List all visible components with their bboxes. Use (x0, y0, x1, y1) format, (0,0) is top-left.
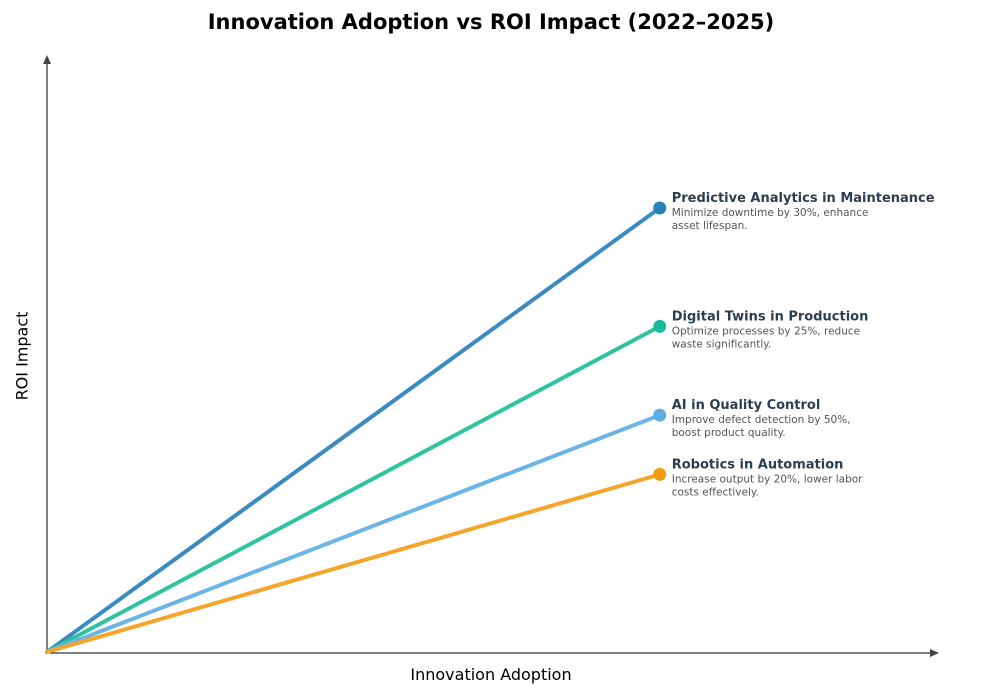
series-label: AI in Quality Control (672, 398, 821, 413)
series-line (45, 206, 662, 654)
x-axis-arrow (930, 649, 939, 657)
series-label: Predictive Analytics in Maintenance (672, 191, 935, 206)
series-endpoint (653, 467, 667, 481)
series-description: waste significantly. (672, 338, 772, 350)
series-description: Increase output by 20%, lower labor (672, 473, 863, 485)
series-description: costs effectively. (672, 486, 759, 498)
series-endpoint (653, 319, 667, 333)
series-label: Robotics in Automation (672, 457, 844, 472)
chart-title: Innovation Adoption vs ROI Impact (2022–… (207, 10, 775, 34)
x-axis-label: Innovation Adoption (410, 665, 572, 684)
series-label: Digital Twins in Production (672, 309, 869, 324)
y-axis-arrow (43, 55, 51, 64)
series-description: asset lifespan. (672, 220, 748, 232)
series-description: Improve defect detection by 50%, (672, 414, 851, 426)
series-line (45, 413, 662, 654)
series-description: Minimize downtime by 30%, enhance (672, 207, 869, 219)
series-line (45, 472, 662, 654)
series-description: boost product quality. (672, 427, 786, 439)
series-endpoint (653, 408, 667, 422)
series-endpoint (653, 201, 667, 215)
series-description: Optimize processes by 25%, reduce (672, 325, 860, 337)
series-line (45, 324, 662, 654)
